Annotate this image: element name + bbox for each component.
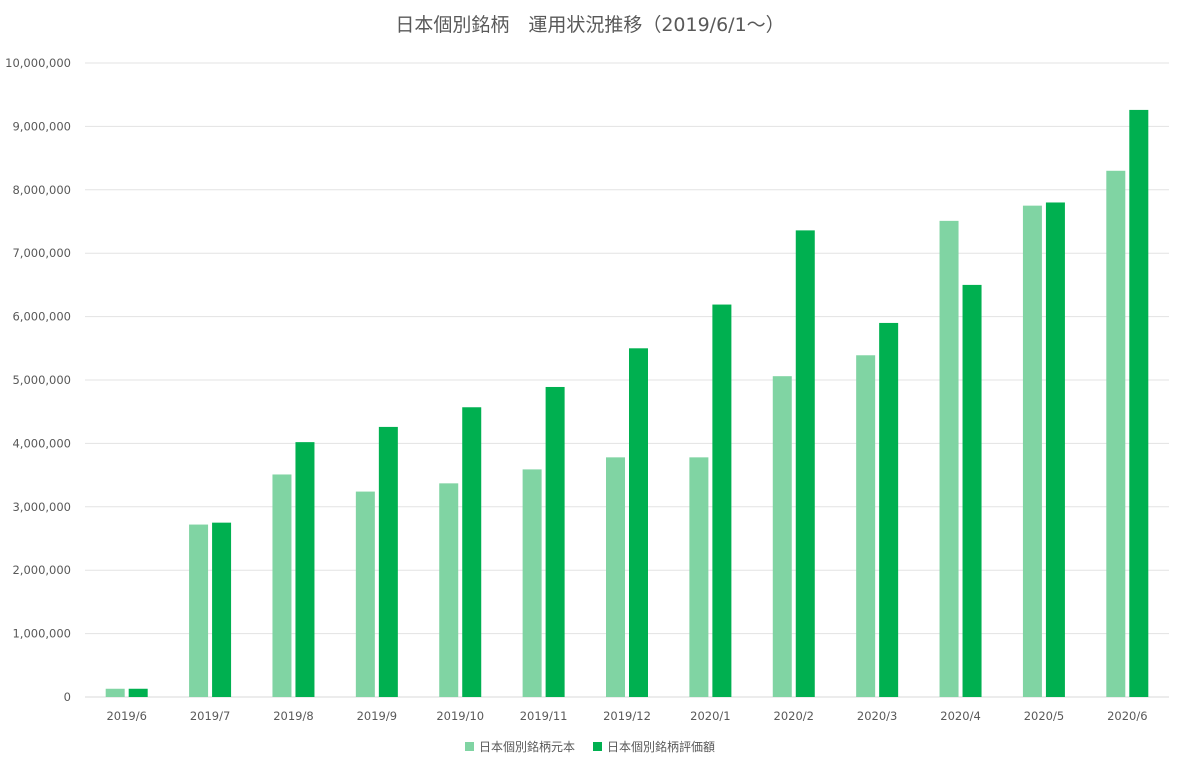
x-axis: 2019/6 2019/7 2019/8 2019/9 2019/10 2019/11 20… xyxy=(106,709,1147,723)
bars xyxy=(105,109,1149,698)
x-tick-label: 2020/3 xyxy=(857,709,897,723)
x-tick-label: 2019/10 xyxy=(436,709,484,723)
bar-principal xyxy=(272,474,292,697)
x-tick-label: 2019/8 xyxy=(273,709,313,723)
bar-principal xyxy=(606,457,625,697)
y-tick-label: 0 xyxy=(64,690,71,704)
legend-label-valuation: 日本個別銘柄評価額 xyxy=(607,740,716,754)
bar-principal xyxy=(355,491,375,697)
bar-valuation xyxy=(795,230,815,697)
x-tick-label: 2020/6 xyxy=(1107,709,1147,723)
bar-principal xyxy=(939,220,959,697)
y-tick-label: 3,000,000 xyxy=(12,500,71,514)
bar-valuation xyxy=(378,426,398,697)
bar-valuation xyxy=(545,386,565,697)
bar-valuation xyxy=(1129,109,1149,697)
bar-valuation xyxy=(962,284,982,697)
bar-principal xyxy=(522,469,542,697)
x-tick-label: 2019/6 xyxy=(106,709,146,723)
legend-item-valuation: 日本個別銘柄評価額 xyxy=(593,738,715,755)
chart-title: 日本個別銘柄 運用状況推移（2019/6/1～） xyxy=(395,14,785,36)
y-tick-label: 2,000,000 xyxy=(12,563,71,577)
bar-valuation xyxy=(212,522,232,697)
bar-valuation xyxy=(879,322,899,697)
bar-valuation xyxy=(295,442,315,697)
bar-principal xyxy=(689,457,709,697)
y-tick-label: 4,000,000 xyxy=(12,436,71,450)
bar-principal xyxy=(856,355,876,697)
x-tick-label: 2020/1 xyxy=(690,709,730,723)
legend-swatch-valuation xyxy=(593,742,602,751)
x-tick-label: 2019/12 xyxy=(603,709,651,723)
x-tick-label: 2020/5 xyxy=(1024,709,1064,723)
legend-label-principal: 日本個別銘柄元本 xyxy=(478,740,575,754)
gridlines xyxy=(85,62,1169,698)
x-tick-label: 2019/7 xyxy=(190,709,230,723)
y-tick-label: 1,000,000 xyxy=(12,627,71,641)
bar-valuation xyxy=(462,407,482,697)
x-tick-label: 2020/2 xyxy=(774,709,814,723)
bar-principal xyxy=(1022,205,1042,697)
y-tick-label: 8,000,000 xyxy=(12,183,71,197)
bar-principal xyxy=(1106,170,1126,697)
bar-valuation xyxy=(629,348,648,697)
bar-principal xyxy=(189,524,209,697)
bar-valuation xyxy=(1045,202,1065,698)
y-tick-label: 5,000,000 xyxy=(12,373,71,387)
legend-swatch-principal xyxy=(464,742,474,751)
bar-valuation xyxy=(128,688,148,697)
y-tick-label: 10,000,000 xyxy=(5,56,71,70)
y-axis: 0 1,000,000 2,000,000 3,000,000 4,000,000 5,0… xyxy=(5,56,71,704)
legend-item-principal: 日本個別銘柄元本 xyxy=(464,738,575,755)
bar-principal xyxy=(772,376,792,697)
legend: 日本個別銘柄元本 日本個別銘柄評価額 xyxy=(0,738,1180,755)
y-tick-label: 9,000,000 xyxy=(12,119,71,133)
x-tick-label: 2019/9 xyxy=(357,709,397,723)
x-tick-label: 2020/4 xyxy=(940,709,980,723)
y-tick-label: 6,000,000 xyxy=(12,310,71,324)
bar-principal xyxy=(439,483,459,697)
y-tick-label: 7,000,000 xyxy=(12,246,71,260)
bar-principal xyxy=(105,688,125,697)
x-tick-label: 2019/11 xyxy=(520,709,568,723)
bar-valuation xyxy=(712,304,732,697)
